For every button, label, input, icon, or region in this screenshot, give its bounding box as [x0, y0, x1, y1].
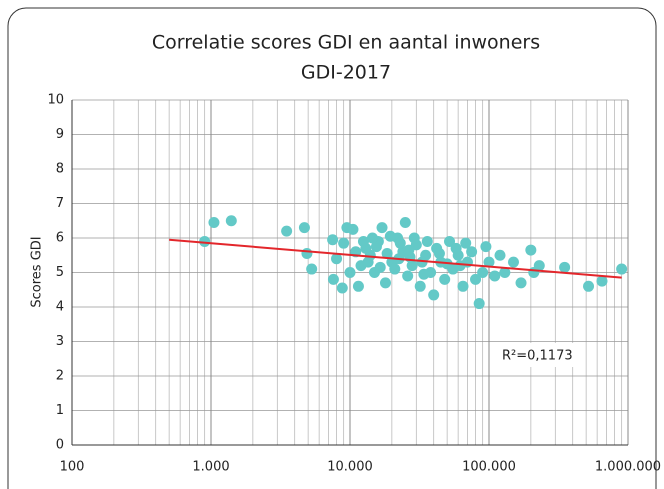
trendline	[169, 238, 622, 279]
chart-subtitle: GDI-2017	[301, 62, 391, 84]
point	[403, 244, 415, 256]
point	[298, 222, 310, 234]
point	[327, 234, 339, 246]
frame	[7, 7, 657, 489]
point	[366, 232, 378, 244]
point	[583, 280, 595, 292]
point	[559, 261, 571, 273]
point	[515, 277, 527, 289]
point	[281, 225, 293, 237]
y-tick-label: 2	[56, 369, 64, 384]
point	[421, 235, 433, 247]
point	[225, 215, 237, 227]
point	[616, 263, 628, 275]
point	[499, 267, 511, 278]
point	[414, 280, 426, 292]
point	[489, 270, 501, 282]
x-tick-label: 10.000	[327, 460, 373, 475]
annotation: R²=0,1173	[502, 349, 573, 364]
point	[533, 260, 545, 272]
point	[306, 263, 318, 275]
point	[381, 248, 393, 260]
point	[483, 256, 495, 268]
point	[454, 260, 466, 272]
point	[347, 223, 359, 235]
point	[494, 249, 506, 261]
point	[327, 273, 339, 285]
point	[199, 235, 211, 247]
y-tick-label: 4	[56, 300, 64, 315]
point	[357, 235, 369, 247]
point	[362, 256, 374, 268]
point	[338, 237, 350, 249]
annotation-box	[498, 343, 576, 367]
point	[439, 273, 451, 285]
y-tick-label: 6	[56, 231, 64, 246]
y-tick-label: 7	[56, 196, 64, 211]
point	[477, 267, 489, 278]
x-tick-label: 1.000	[192, 460, 229, 475]
point	[466, 246, 478, 258]
y-tick-label: 10	[47, 93, 64, 108]
point	[418, 268, 430, 280]
y-tick-label: 9	[56, 127, 64, 142]
point	[408, 232, 420, 244]
point	[406, 260, 418, 272]
point	[444, 235, 456, 247]
point	[336, 282, 348, 294]
point	[384, 230, 396, 242]
point	[525, 244, 537, 256]
point	[370, 241, 382, 253]
point	[389, 263, 401, 275]
point	[301, 248, 313, 260]
point	[457, 280, 469, 292]
point	[379, 277, 391, 289]
point	[428, 289, 440, 301]
y-tick-label: 1	[56, 403, 64, 418]
x-tick-label: 100.000	[462, 460, 516, 475]
point	[460, 237, 472, 249]
y-tick-label: 5	[56, 265, 64, 280]
point	[376, 222, 388, 234]
point	[352, 280, 364, 292]
x-tick-label: 1.000.000	[595, 460, 661, 475]
point	[450, 242, 462, 254]
x-tick-label: 100	[60, 460, 85, 475]
point	[507, 256, 519, 268]
y-tick-label: 8	[56, 162, 64, 177]
y-axis-label: Scores GDI	[30, 236, 45, 307]
chart-title: Correlatie scores GDI en aantal inwoners	[152, 32, 540, 54]
y-tick-label: 0	[56, 438, 64, 453]
y-tick-label: 3	[56, 334, 64, 349]
point	[399, 216, 411, 228]
point	[596, 275, 608, 287]
point	[344, 267, 356, 278]
point	[470, 273, 482, 285]
point	[402, 270, 414, 282]
point	[480, 241, 492, 253]
point	[208, 216, 220, 228]
point	[416, 256, 428, 268]
point	[433, 248, 445, 260]
point	[374, 261, 386, 273]
point	[331, 253, 343, 265]
point	[473, 298, 485, 310]
point	[394, 237, 406, 249]
